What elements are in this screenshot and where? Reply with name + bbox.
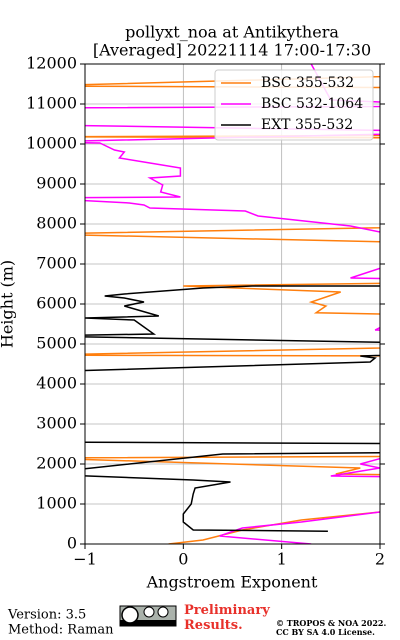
x-tick-label: 2: [375, 550, 385, 569]
method: Method: Raman: [8, 623, 114, 638]
status: Preliminary Results.: [184, 603, 270, 633]
y-tick-label: 9000: [36, 174, 77, 193]
y-tick-label: 4000: [36, 374, 77, 393]
plot-frame: [84, 63, 381, 545]
y-tick-label: 3000: [36, 414, 77, 433]
x-tick-label: −1: [73, 550, 97, 569]
version: Version: 3.5: [7, 608, 86, 623]
y-tick-label: 0: [67, 534, 77, 553]
legend-label: BSC 532-1064: [261, 96, 363, 112]
copyright: © TROPOS & NOA 2022.: [276, 618, 386, 628]
cc-logo: [119, 605, 177, 627]
y-tick-label: 5000: [36, 334, 77, 353]
legend-label: EXT 355-532: [261, 117, 353, 133]
x-axis-label: Angstroem Exponent: [146, 573, 318, 592]
license: CC BY SA 4.0 License.: [276, 627, 375, 637]
plot-lines: [85, 64, 380, 544]
y-tick-label: 11000: [26, 94, 77, 113]
legend: BSC 355-532 BSC 532-1064 EXT 355-532: [214, 69, 374, 141]
y-axis-label: Height (m): [0, 260, 17, 348]
y-tick-label: 6000: [36, 294, 77, 313]
y-tick-label: 7000: [36, 254, 77, 273]
y-tick-label: 10000: [26, 134, 77, 153]
x-tick-label: 1: [277, 550, 287, 569]
x-tick-label: 0: [178, 550, 188, 569]
y-tick-label: 8000: [36, 214, 77, 233]
profile-line: [85, 64, 380, 544]
chart-subtitle: [Averaged] 20221114 17:00-17:30: [93, 41, 371, 60]
legend-box: [214, 69, 374, 141]
y-tick-label: 12000: [26, 54, 77, 73]
y-tick-label: 1000: [36, 494, 77, 513]
chart-title: pollyxt_noa at Antikythera: [125, 23, 339, 42]
legend-label: BSC 355-532: [261, 75, 354, 91]
profile-line: [85, 285, 380, 532]
y-tick-label: 2000: [36, 454, 77, 473]
